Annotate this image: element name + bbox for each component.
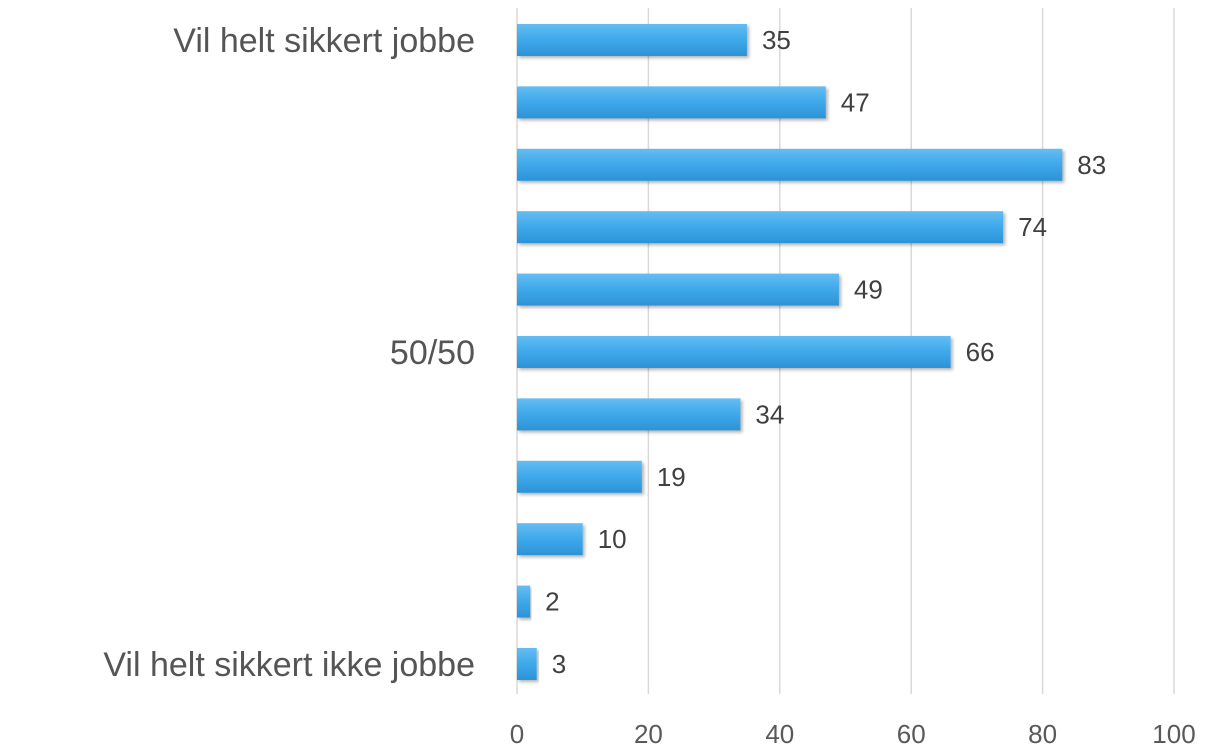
category-labels: Vil helt sikkert jobbe 50/50 Vil helt sikk… [103,22,475,684]
bar [517,86,826,119]
bar-value-label: 10 [598,524,627,554]
bar [517,148,1063,181]
bar-value-label: 49 [854,275,883,305]
category-label: Vil helt sikkert jobbe [173,22,475,60]
bar-value-label: 34 [755,399,784,429]
bar [517,523,583,556]
x-axis-tick-labels: 0 20 40 60 80 100 [510,719,1196,749]
category-label: Vil helt sikkert ikke jobbe [103,646,475,684]
x-tick-label: 20 [634,719,663,749]
bar-value-label: 3 [552,649,566,679]
category-label: 50/50 [390,334,475,372]
x-tick-label: 80 [1028,719,1057,749]
bar [517,211,1004,244]
x-tick-label: 60 [897,719,926,749]
data-labels: 35 47 83 74 49 66 34 19 10 2 3 [545,25,1106,679]
bar-value-label: 47 [841,87,870,117]
bar-value-label: 66 [966,337,995,367]
bar [517,24,747,56]
bar-value-label: 35 [762,25,791,55]
x-tick-label: 0 [510,719,524,749]
bar [517,336,951,368]
bar [517,648,537,680]
x-tick-label: 40 [765,719,794,749]
bar-value-label: 19 [657,462,686,492]
bars [517,24,1063,680]
bar [517,460,642,493]
bar-value-label: 83 [1077,150,1106,180]
bar-value-label: 74 [1018,212,1047,242]
bar [517,398,741,431]
x-tick-label: 100 [1152,719,1195,749]
bar-value-label: 2 [545,587,559,617]
bar [517,585,531,618]
bar [517,273,839,306]
